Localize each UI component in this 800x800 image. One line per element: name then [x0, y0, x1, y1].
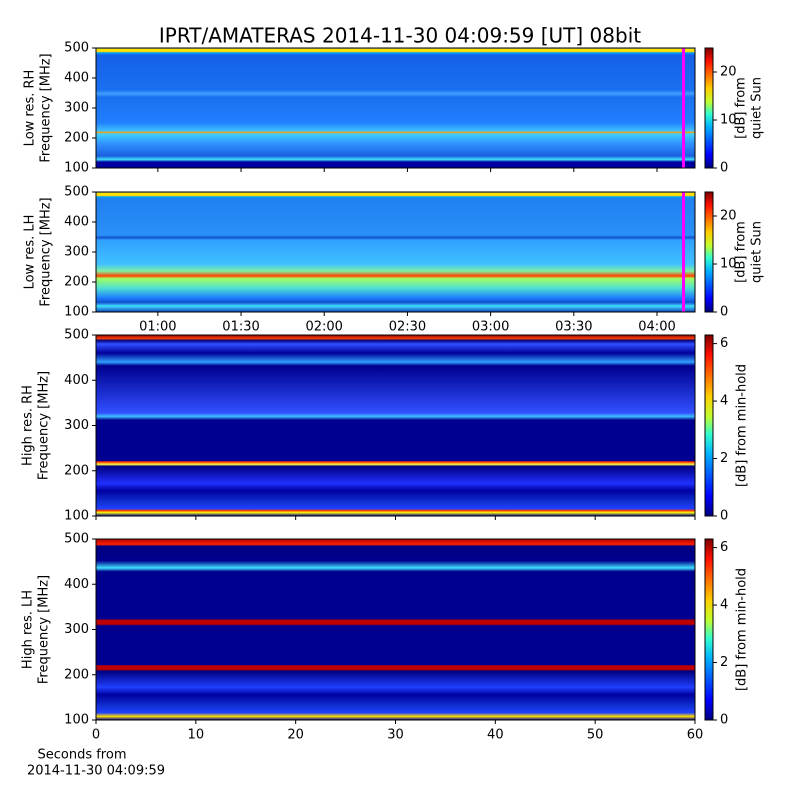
x-axis-label: 2014-11-30 04:09:59 — [27, 764, 165, 779]
y-axis-label: Frequency [MHz] — [39, 197, 54, 306]
colorbar-label: [dB] from — [734, 221, 749, 283]
colorbar-label: [dB] from — [734, 77, 749, 139]
y-axis-label: Frequency [MHz] — [39, 53, 54, 162]
x-tick-label: 60 — [687, 728, 704, 743]
y-tick-label: 200 — [64, 667, 89, 682]
colorbar-tick-label: 20 — [720, 65, 737, 80]
y-tick-label: 200 — [64, 131, 89, 146]
y-tick-label: 200 — [64, 463, 89, 478]
x-tick-label: 20 — [287, 728, 304, 743]
x-tick-label: 0 — [92, 728, 100, 743]
y-axis-label: Frequency [MHz] — [37, 371, 52, 480]
y-tick-label: 100 — [64, 509, 89, 524]
x-tick-label: 10 — [188, 728, 205, 743]
x-tick-label: 30 — [387, 728, 404, 743]
colorbar-tick-label: 6 — [720, 540, 728, 555]
x-tick-label: 04:00 — [638, 320, 675, 335]
y-axis-label: Low res. RH — [23, 70, 38, 147]
colorbar-tick-label: 20 — [720, 209, 737, 224]
y-tick-label: 500 — [64, 328, 89, 343]
y-tick-label: 300 — [64, 101, 89, 116]
colorbar-tick-label: 10 — [720, 113, 737, 128]
x-tick-label: 02:30 — [389, 320, 426, 335]
spectrogram — [96, 48, 695, 168]
gap-marker — [682, 48, 685, 168]
y-tick-label: 200 — [64, 275, 89, 290]
x-tick-label: 50 — [587, 728, 604, 743]
x-tick-label: 01:00 — [139, 320, 176, 335]
y-tick-label: 300 — [64, 418, 89, 433]
y-tick-label: 100 — [64, 305, 89, 320]
y-tick-label: 400 — [64, 71, 89, 86]
spectrogram — [96, 539, 695, 720]
y-axis-label: Low res. LH — [23, 215, 38, 290]
colorbar-tick-label: 6 — [720, 336, 728, 351]
colorbar-tick-label: 0 — [720, 305, 728, 320]
gap-marker — [682, 192, 685, 312]
colorbar-tick-label: 0 — [720, 713, 728, 728]
x-axis-label: Seconds from — [37, 748, 126, 763]
colorbar-label: quiet Sun — [750, 77, 765, 139]
x-tick-label: 02:00 — [305, 320, 342, 335]
colorbar-label: [dB] from min-hold — [735, 364, 750, 487]
y-axis-label: High res. LH — [21, 590, 36, 669]
colorbar-tick-label: 4 — [720, 598, 728, 613]
y-tick-label: 300 — [64, 622, 89, 637]
y-tick-label: 500 — [64, 532, 89, 547]
colorbar-tick-label: 2 — [720, 451, 728, 466]
colorbar-tick-label: 4 — [720, 394, 728, 409]
x-tick-label: 01:30 — [222, 320, 259, 335]
y-tick-label: 400 — [64, 373, 89, 388]
colorbar-tick-label: 2 — [720, 655, 728, 670]
colorbar-tick-label: 0 — [720, 161, 728, 176]
y-tick-label: 400 — [64, 215, 89, 230]
x-tick-label: 03:00 — [472, 320, 509, 335]
y-tick-label: 100 — [64, 161, 89, 176]
colorbar — [704, 191, 714, 313]
colorbar — [704, 538, 714, 721]
x-tick-label: 03:30 — [555, 320, 592, 335]
figure-title: IPRT/AMATERAS 2014-11-30 04:09:59 [UT] 0… — [159, 24, 641, 48]
y-tick-label: 500 — [64, 185, 89, 200]
spectrogram — [96, 335, 695, 516]
y-tick-label: 100 — [64, 713, 89, 728]
y-tick-label: 400 — [64, 577, 89, 592]
colorbar — [704, 47, 714, 169]
spectrogram — [96, 192, 695, 312]
y-axis-label: Frequency [MHz] — [37, 575, 52, 684]
y-tick-label: 500 — [64, 41, 89, 56]
y-tick-label: 300 — [64, 245, 89, 260]
x-tick-label: 40 — [487, 728, 504, 743]
y-axis-label: High res. RH — [21, 385, 36, 466]
colorbar — [704, 334, 714, 517]
colorbar-tick-label: 0 — [720, 509, 728, 524]
colorbar-label: quiet Sun — [750, 221, 765, 283]
colorbar-label: [dB] from min-hold — [735, 568, 750, 691]
colorbar-tick-label: 10 — [720, 257, 737, 272]
